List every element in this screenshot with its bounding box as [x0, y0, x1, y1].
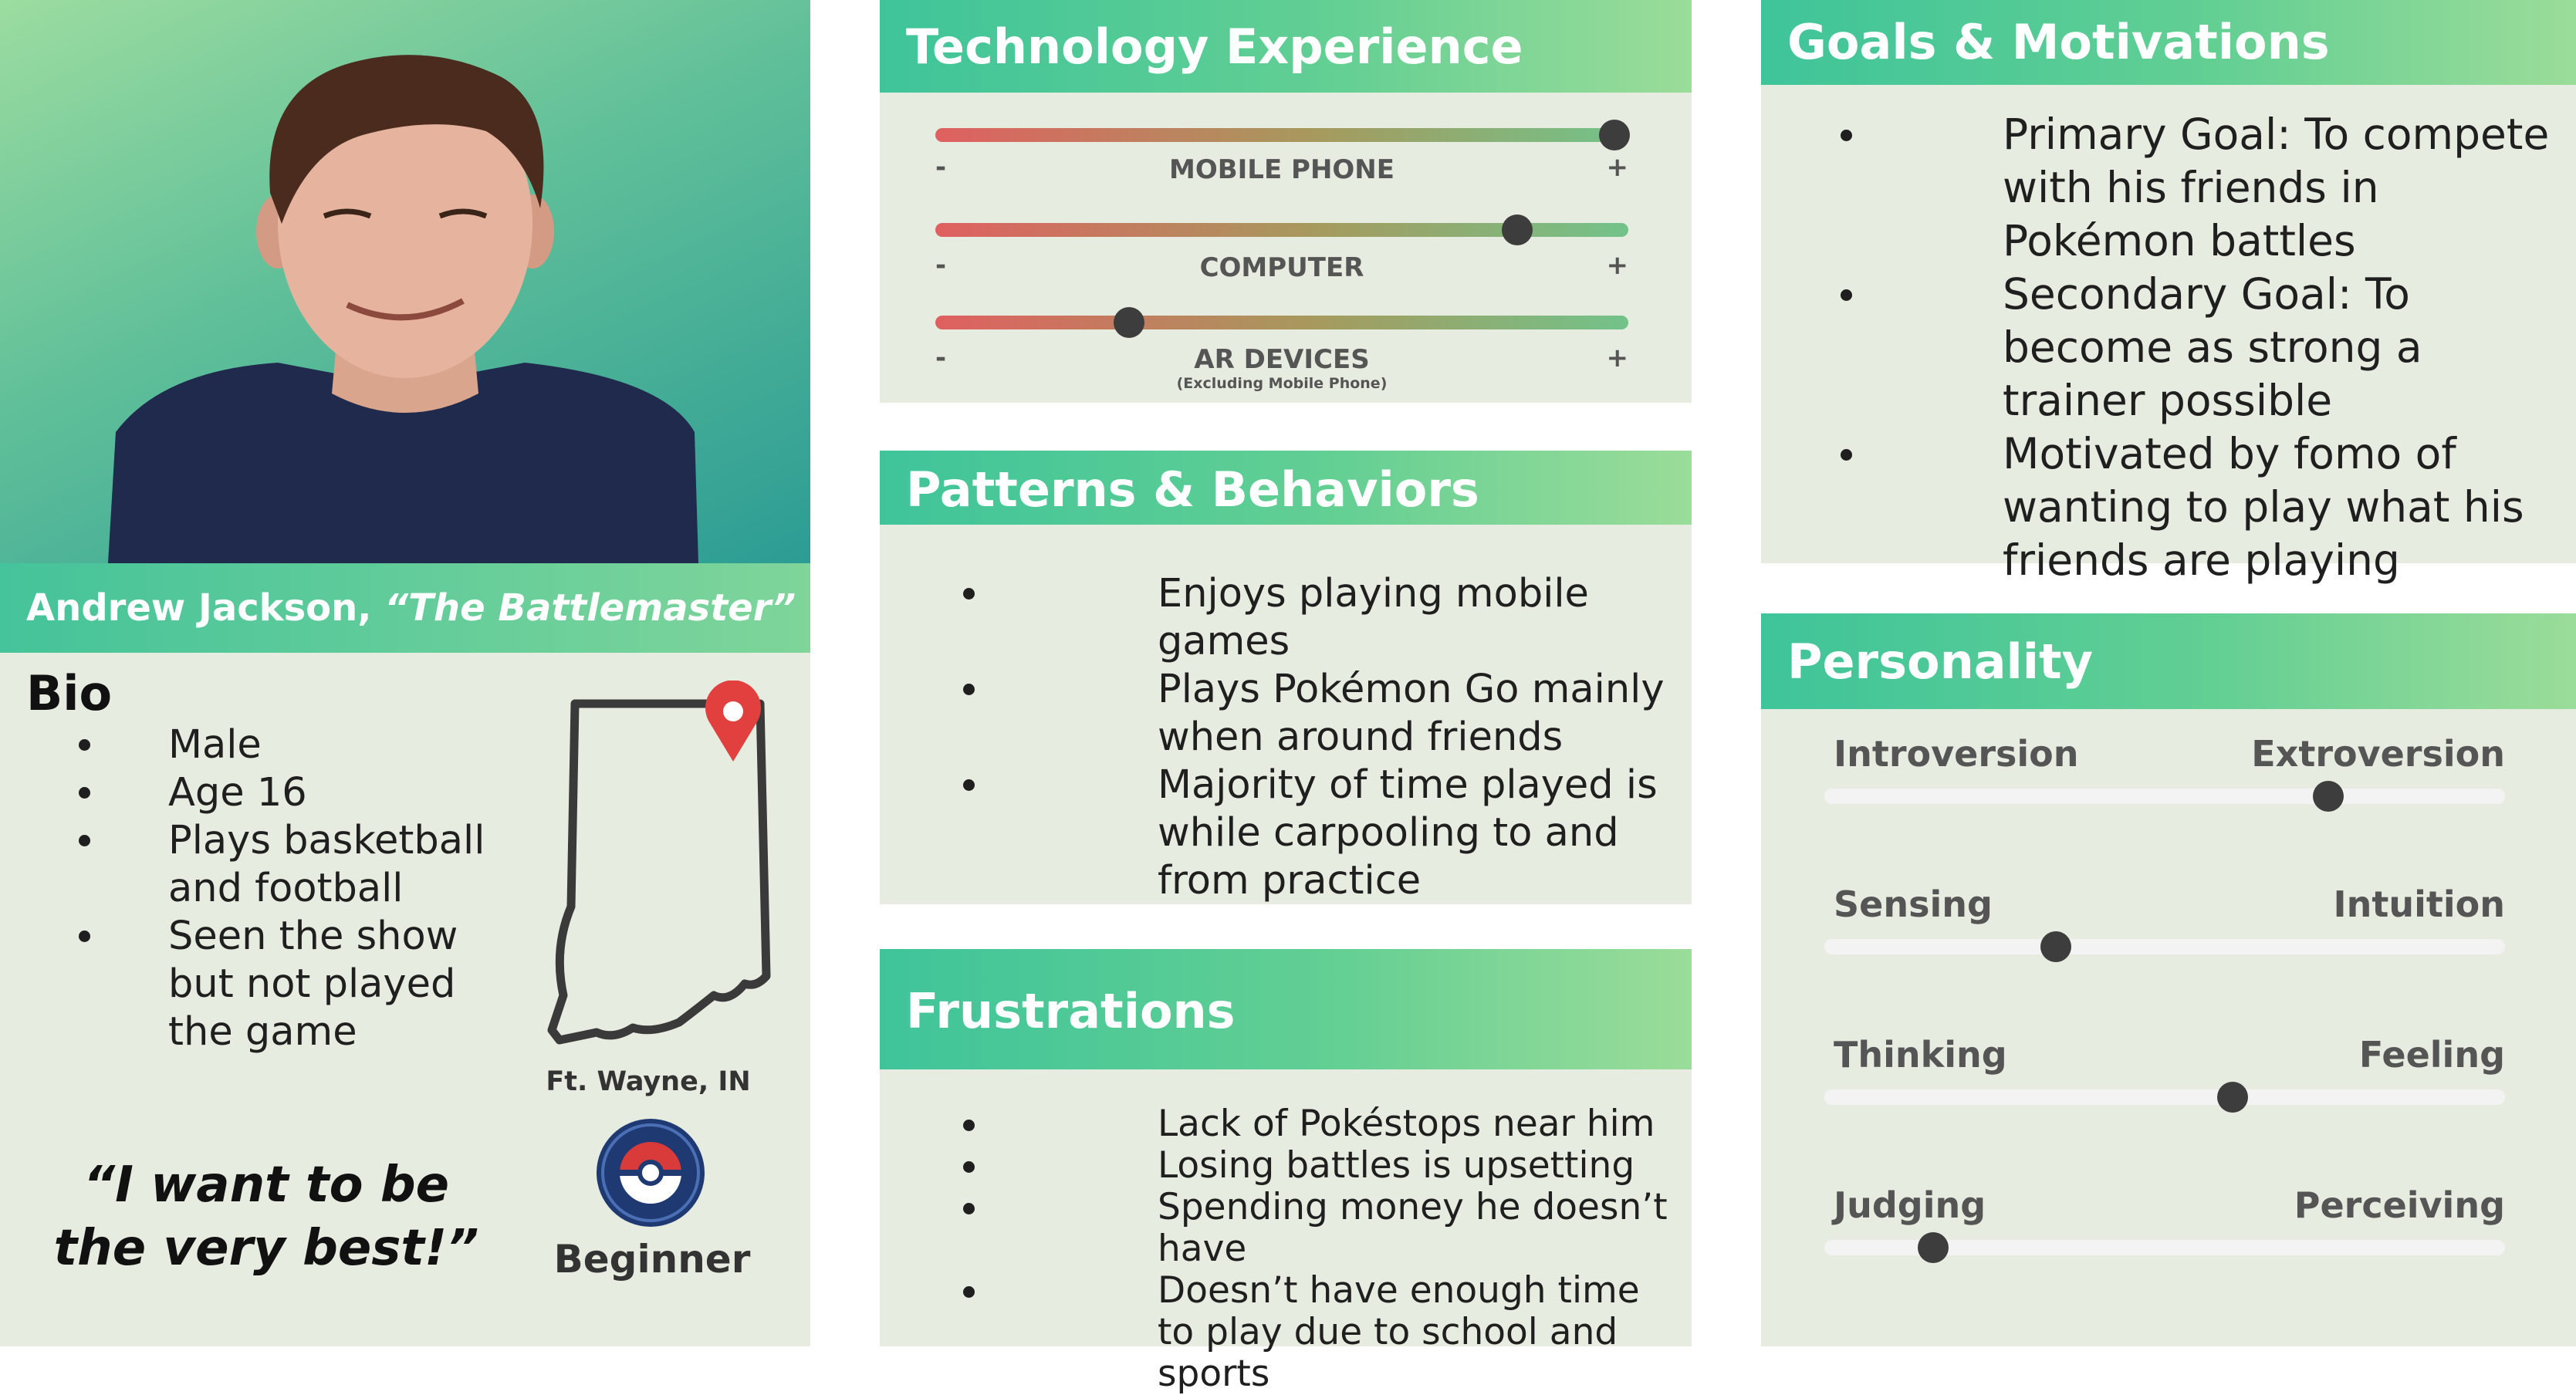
- tech-slider-plus: +: [1606, 152, 1629, 183]
- personality-track: [1824, 1089, 2505, 1105]
- tech-slider-track: [935, 128, 1628, 142]
- profile-photo: [0, 0, 810, 563]
- tech-slider-plus: +: [1606, 250, 1629, 281]
- list-item: Enjoys playing mobile games: [957, 570, 1682, 666]
- list-item: Lack of Pokéstops near him: [957, 1103, 1682, 1145]
- goals-motivations-title: Goals & Motivations: [1787, 14, 2330, 70]
- personality-left-label: Introversion: [1834, 733, 2079, 775]
- bio-list: Male Age 16 Plays basketball and footbal…: [74, 721, 491, 1056]
- tech-slider-label: COMPUTER: [1199, 252, 1364, 283]
- bio-title: Bio: [26, 665, 113, 721]
- list-item: Secondary Goal: To become as strong a tr…: [1834, 268, 2560, 427]
- personality-track: [1824, 1240, 2505, 1255]
- personality-scale-introversion-extroversion: Introversion Extroversion: [1824, 733, 2505, 833]
- list-item: Spending money he doesn’t have: [957, 1187, 1682, 1270]
- personality-panel: Personality Introversion Extroversion Se…: [1761, 613, 2576, 1346]
- personality-left-label: Judging: [1834, 1184, 1986, 1226]
- tech-slider-label: MOBILE PHONE: [1169, 154, 1394, 185]
- person-portrait-illustration: [108, 55, 698, 563]
- personality-scale-judging-perceiving: Judging Perceiving: [1824, 1184, 2505, 1285]
- frustrations-header: Frustrations: [880, 949, 1692, 1069]
- personality-left-label: Thinking: [1834, 1034, 2007, 1076]
- level-label: Beginner: [553, 1237, 751, 1282]
- list-item: Primary Goal: To compete with his friend…: [1834, 108, 2560, 268]
- patterns-list: Enjoys playing mobile games Plays Pokémo…: [957, 570, 1682, 905]
- patterns-behaviors-panel: Patterns & Behaviors Enjoys playing mobi…: [880, 451, 1692, 904]
- persona-nickname: “The Battlemaster”: [384, 586, 796, 630]
- frustrations-panel: Frustrations Lack of Pokéstops near him …: [880, 949, 1692, 1395]
- goals-motivations-header: Goals & Motivations: [1761, 0, 2576, 85]
- location-label: Ft. Wayne, IN: [546, 1066, 751, 1097]
- list-item: Losing battles is upsetting: [957, 1145, 1682, 1187]
- list-item: Majority of time played is while carpool…: [957, 762, 1682, 905]
- bio-item: Seen the show but not played the game: [74, 913, 491, 1056]
- tech-slider-label: AR DEVICES: [1194, 344, 1370, 375]
- tech-slider-track: [935, 223, 1628, 237]
- tech-slider-minus: -: [935, 343, 947, 373]
- personality-title: Personality: [1787, 633, 2094, 690]
- technology-experience-header: Technology Experience: [880, 0, 1692, 93]
- personality-right-label: Intuition: [2333, 883, 2505, 925]
- personality-track: [1824, 939, 2505, 954]
- persona-name-text: Andrew Jackson,: [26, 586, 372, 630]
- bio-item: Age 16: [74, 769, 491, 817]
- persona-quote: “I want to be the very best!”: [53, 1157, 479, 1277]
- profile-panel: Andrew Jackson, “The Battlemaster” Bio M…: [0, 0, 810, 1346]
- tech-slider-knob: [1599, 120, 1631, 150]
- personality-right-label: Perceiving: [2294, 1184, 2505, 1226]
- list-item: Plays Pokémon Go mainly when around frie…: [957, 666, 1682, 762]
- frustrations-title: Frustrations: [906, 983, 1236, 1039]
- persona-name: Andrew Jackson, “The Battlemaster”: [26, 586, 796, 630]
- tech-slider-knob: [1114, 307, 1145, 338]
- personality-track: [1824, 789, 2505, 804]
- personality-knob: [2312, 781, 2344, 812]
- bio-item: Plays basketball and football: [74, 817, 491, 913]
- frustrations-list: Lack of Pokéstops near him Losing battle…: [957, 1103, 1682, 1395]
- personality-right-label: Extroversion: [2251, 733, 2505, 775]
- patterns-behaviors-header: Patterns & Behaviors: [880, 451, 1692, 525]
- list-item: Motivated by fomo of wanting to play wha…: [1834, 427, 2560, 587]
- tech-slider-minus: -: [935, 152, 947, 183]
- personality-right-label: Feeling: [2358, 1034, 2505, 1076]
- goals-list: Primary Goal: To compete with his friend…: [1834, 108, 2560, 587]
- goals-motivations-panel: Goals & Motivations Primary Goal: To com…: [1761, 0, 2576, 585]
- bio-item: Male: [74, 721, 491, 769]
- personality-scale-thinking-feeling: Thinking Feeling: [1824, 1034, 2505, 1134]
- technology-experience-panel: Technology Experience - + MOBILE PHONE -…: [880, 0, 1692, 403]
- tech-slider-plus: +: [1606, 343, 1629, 373]
- tech-slider-sublabel: (Excluding Mobile Phone): [1176, 375, 1388, 392]
- personality-left-label: Sensing: [1834, 883, 1993, 925]
- patterns-behaviors-title: Patterns & Behaviors: [906, 461, 1479, 518]
- tech-slider-minus: -: [935, 250, 947, 281]
- personality-knob: [1918, 1232, 1949, 1263]
- technology-experience-title: Technology Experience: [906, 19, 1523, 75]
- pokeball-badge-icon: [594, 1116, 707, 1229]
- personality-knob: [2217, 1082, 2249, 1113]
- personality-header: Personality: [1761, 613, 2576, 709]
- persona-name-bar: Andrew Jackson, “The Battlemaster”: [0, 563, 810, 653]
- tech-slider-knob: [1502, 214, 1533, 245]
- personality-knob: [2040, 931, 2071, 962]
- personality-scale-sensing-intuition: Sensing Intuition: [1824, 883, 2505, 984]
- list-item: Doesn’t have enough time to play due to …: [957, 1270, 1682, 1395]
- location-pin-icon: [705, 681, 761, 762]
- indiana-state-outline-icon: [536, 671, 783, 1057]
- tech-slider-track: [935, 316, 1628, 329]
